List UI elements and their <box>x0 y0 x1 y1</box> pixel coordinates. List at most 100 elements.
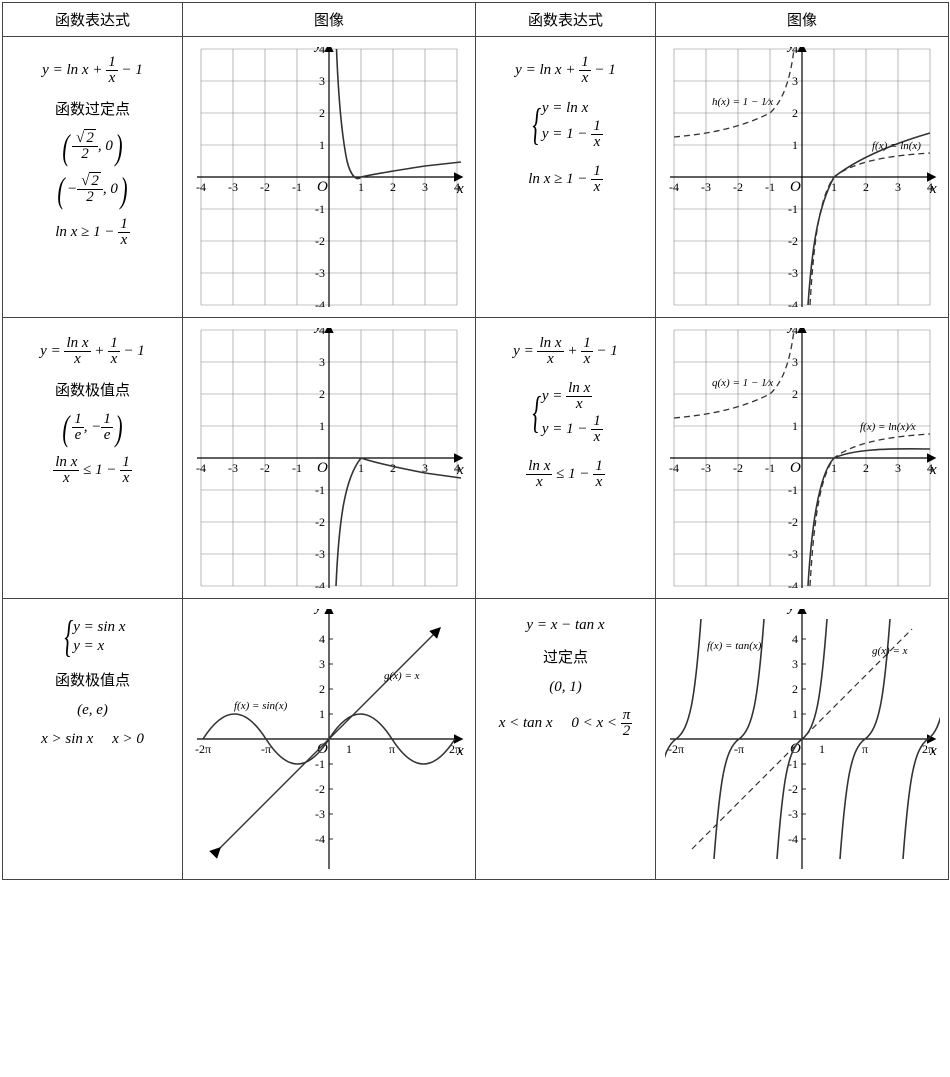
label-ext-r3c1: 函数极值点 <box>7 669 178 690</box>
svg-text:-2: -2 <box>315 515 325 529</box>
svg-text:-4: -4 <box>669 180 679 194</box>
svg-text:2: 2 <box>863 180 869 194</box>
svg-text:O: O <box>317 179 328 195</box>
svg-text:-4: -4 <box>669 461 679 475</box>
svg-text:-3: -3 <box>315 266 325 280</box>
ineq-r3c3: x < tan x 0 < x < π2 <box>480 708 651 739</box>
label-ext-r2c1: 函数极值点 <box>7 379 178 400</box>
svg-text:1: 1 <box>358 180 364 194</box>
svg-text:3: 3 <box>792 74 798 88</box>
svg-text:y: y <box>313 609 322 615</box>
cell-r3c3: y = x − tan x 过定点 (0, 1) x < tan x 0 < x… <box>476 599 656 880</box>
sys-r2c3: { y = ln xx y = 1 − 1x <box>480 379 651 447</box>
svg-text:-3: -3 <box>788 807 798 821</box>
svg-text:-4: -4 <box>788 298 798 307</box>
svg-text:x: x <box>929 462 937 478</box>
svg-text:-3: -3 <box>315 547 325 561</box>
svg-text:x: x <box>929 743 937 759</box>
svg-text:-π: -π <box>733 742 743 756</box>
svg-text:-1: -1 <box>765 180 775 194</box>
cell-r2c4-graph: -4-3-2-1 1234 4321 -1-2-3-4 O x y q(x) =… <box>656 318 949 599</box>
svg-text:O: O <box>317 460 328 476</box>
cell-r3c2-graph: -2π-π1π2π 1234 -1-2-3-4 O x y f(x) = sin… <box>183 599 476 880</box>
svg-text:3: 3 <box>319 74 325 88</box>
eq-r1c3: y = ln x + 1x − 1 <box>480 55 651 86</box>
svg-text:-3: -3 <box>788 547 798 561</box>
anno-q: q(x) = 1 − 1⁄x <box>712 377 773 389</box>
svg-text:-2: -2 <box>260 180 270 194</box>
svg-text:O: O <box>790 179 801 195</box>
row-1: y = ln x + 1x − 1 函数过定点 (√22, 0) (−√22, … <box>3 37 949 318</box>
sys-r1c3: { y = ln x y = 1 − 1x <box>480 98 651 152</box>
eq-r2c1: y = ln xx + 1x − 1 <box>7 336 178 367</box>
svg-text:x: x <box>456 181 464 197</box>
svg-text:4: 4 <box>792 632 798 646</box>
header-row: 函数表达式 图像 函数表达式 图像 <box>3 3 949 37</box>
header-expr-2: 函数表达式 <box>476 3 656 37</box>
header-graph-2: 图像 <box>656 3 949 37</box>
svg-text:-1: -1 <box>315 202 325 216</box>
chart-r2c4: -4-3-2-1 1234 4321 -1-2-3-4 O x y q(x) =… <box>665 328 940 588</box>
svg-text:-2: -2 <box>260 461 270 475</box>
svg-text:-1: -1 <box>315 483 325 497</box>
svg-text:-2π: -2π <box>194 742 210 756</box>
svg-text:-2: -2 <box>788 782 798 796</box>
cell-r3c1: { y = sin x y = x 函数极值点 (e, e) x > sin x… <box>3 599 183 880</box>
svg-text:1: 1 <box>792 138 798 152</box>
cell-r1c2-graph: -4-3-2-1 1234 4321 -1-2-3-4 O x y <box>183 37 476 318</box>
svg-text:3: 3 <box>319 657 325 671</box>
svg-text:2: 2 <box>390 180 396 194</box>
svg-text:-3: -3 <box>788 266 798 280</box>
ineq-r2c3: ln xx ≤ 1 − 1x <box>480 459 651 490</box>
header-expr-1: 函数表达式 <box>3 3 183 37</box>
svg-text:3: 3 <box>792 355 798 369</box>
svg-text:3: 3 <box>895 461 901 475</box>
svg-text:1: 1 <box>319 138 325 152</box>
svg-text:2: 2 <box>390 461 396 475</box>
svg-text:1: 1 <box>319 419 325 433</box>
svg-text:x: x <box>456 462 464 478</box>
svg-text:y: y <box>786 609 795 615</box>
svg-text:O: O <box>790 460 801 476</box>
svg-text:4: 4 <box>319 632 325 646</box>
svg-text:-4: -4 <box>196 461 206 475</box>
svg-text:-1: -1 <box>788 202 798 216</box>
anno-gx: g(x) = x <box>384 670 420 682</box>
svg-text:2: 2 <box>319 682 325 696</box>
svg-text:y: y <box>313 328 322 334</box>
anno-h: h(x) = 1 − 1⁄x <box>712 96 773 108</box>
ineq-r1c1: ln x ≥ 1 − 1x <box>7 217 178 248</box>
svg-text:y: y <box>786 328 795 334</box>
svg-text:-1: -1 <box>765 461 775 475</box>
row-3: { y = sin x y = x 函数极值点 (e, e) x > sin x… <box>3 599 949 880</box>
chart-r1c2: -4-3-2-1 1234 4321 -1-2-3-4 O x y <box>192 47 467 307</box>
row-2: y = ln xx + 1x − 1 函数极值点 (1e, −1e) ln xx… <box>3 318 949 599</box>
ineq-r2c1: ln xx ≤ 1 − 1x <box>7 455 178 486</box>
svg-text:-4: -4 <box>196 180 206 194</box>
svg-text:π: π <box>861 742 867 756</box>
svg-text:-2: -2 <box>788 515 798 529</box>
svg-text:3: 3 <box>319 355 325 369</box>
chart-r2c2: -4-3-2-1 1234 4321 -1-2-3-4 O x y <box>192 328 467 588</box>
chart-r1c4: -4-3-2-1 1234 4321 -1-2-3-4 O x y h(x) =… <box>665 47 940 307</box>
ineq-r3c1: x > sin x x > 0 <box>7 731 178 748</box>
ineq-r1c3: ln x ≥ 1 − 1x <box>480 164 651 195</box>
svg-text:-2: -2 <box>733 461 743 475</box>
svg-text:-1: -1 <box>788 483 798 497</box>
svg-text:-1: -1 <box>315 757 325 771</box>
svg-text:2: 2 <box>792 106 798 120</box>
svg-text:-3: -3 <box>701 461 711 475</box>
pt2-r1c1: (−√22, 0) <box>7 174 178 205</box>
svg-text:1: 1 <box>819 742 825 756</box>
svg-text:-4: -4 <box>788 832 798 846</box>
svg-text:-3: -3 <box>315 807 325 821</box>
svg-text:2: 2 <box>319 387 325 401</box>
pt1-r1c1: (√22, 0) <box>7 131 178 162</box>
svg-text:3: 3 <box>895 180 901 194</box>
svg-text:2: 2 <box>863 461 869 475</box>
svg-text:y: y <box>313 47 322 53</box>
anno-gx2: g(x) = x <box>872 645 908 657</box>
label-fixed-r3c3: 过定点 <box>480 646 651 667</box>
svg-text:2: 2 <box>792 682 798 696</box>
svg-text:-3: -3 <box>701 180 711 194</box>
